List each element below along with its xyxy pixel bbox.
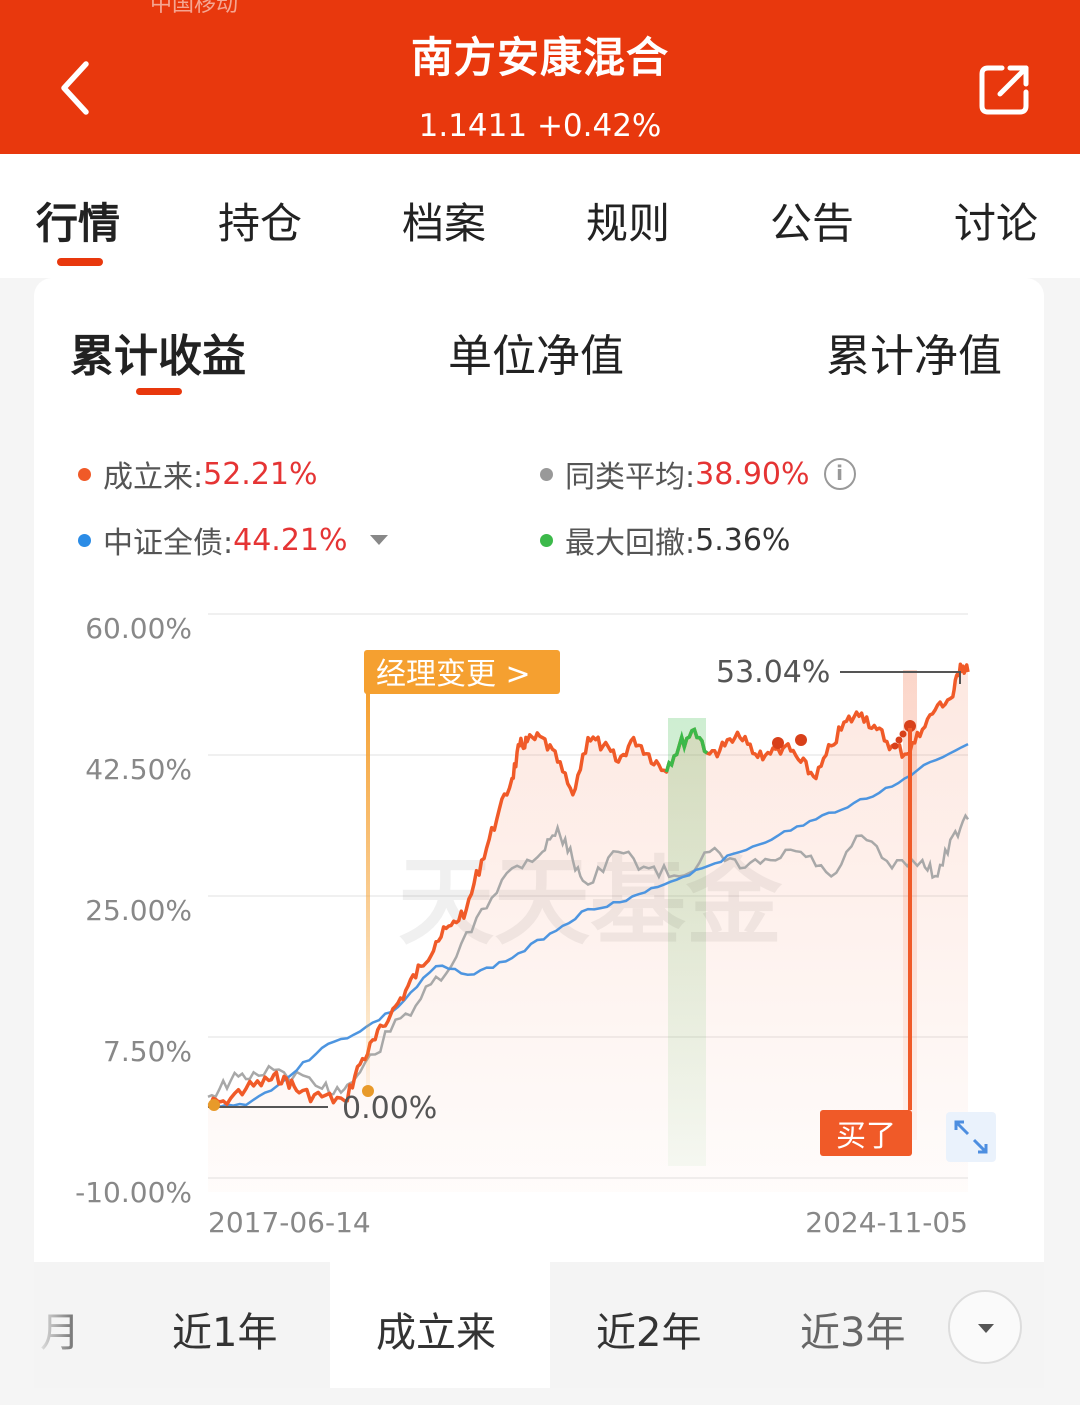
x-label-start: 2017-06-14 (208, 1206, 371, 1239)
legend-dot-icon (78, 467, 91, 481)
trade-marker[interactable] (772, 737, 784, 749)
y-tick-label: 42.50% (85, 753, 192, 786)
legend-value: 5.36% (695, 522, 791, 558)
expand-icon[interactable] (946, 1112, 996, 1162)
trade-marker[interactable] (795, 734, 807, 746)
y-tick-label: 25.00% (85, 894, 192, 927)
bought-label[interactable]: 买了 (836, 1119, 896, 1154)
subtab-active-indicator (136, 388, 182, 395)
fund-area-fill (208, 664, 968, 1192)
legend-since-inception: 成立来: 52.21% (78, 452, 318, 496)
period-fade (34, 1262, 94, 1388)
legend-max-drawdown: 最大回撤: 5.36% (540, 518, 790, 562)
tab-discussion[interactable]: 讨论 (954, 199, 1039, 248)
trade-marker[interactable] (904, 720, 916, 732)
tab-announcements[interactable]: 公告 (770, 199, 855, 248)
start-marker (208, 1099, 220, 1111)
subtab-cumulative-return[interactable]: 累计收益 (70, 331, 246, 382)
tab-active-indicator (57, 258, 103, 266)
return-chart[interactable]: 60.00%42.50%25.00%7.50%-10.00% 天天基金 0.00… (0, 0, 1080, 1262)
zero-label: 0.00% (342, 1091, 437, 1126)
period-since-inception[interactable]: 成立来 (376, 1310, 496, 1356)
bought-tag[interactable] (820, 1110, 912, 1156)
chevron-down-icon[interactable] (948, 1290, 1022, 1364)
subtab-unit-nav[interactable]: 单位净值 (448, 331, 624, 382)
period-1y[interactable]: 近1年 (172, 1310, 278, 1356)
series-line-since-inception (207, 662, 970, 1107)
info-icon[interactable]: i (823, 458, 856, 490)
legend-value: 44.21% (233, 522, 348, 558)
manager-change-marker (362, 1085, 374, 1097)
legend-value: 38.90% (695, 456, 810, 492)
peak-label: 53.04% (716, 655, 830, 690)
manager-change-line (366, 692, 370, 1090)
legend-label: 同类平均: (565, 460, 696, 495)
trade-marker (895, 736, 903, 744)
legend-label: 成立来: (103, 460, 204, 495)
y-tick-label: -10.00% (75, 1176, 192, 1209)
x-label-end: 2024-11-05 (805, 1206, 968, 1239)
series-line-peer-average (207, 813, 970, 1099)
tab-profile[interactable]: 档案 (402, 199, 487, 248)
series-line-max-drawdown (664, 727, 709, 773)
period-3y[interactable]: 近3年 (800, 1310, 906, 1356)
manager-change-label[interactable]: 经理变更 > (376, 657, 531, 692)
share-icon[interactable] (974, 60, 1034, 120)
legend-dot-icon (78, 533, 91, 547)
period-active-bg (330, 1262, 550, 1388)
y-tick-label: 7.50% (103, 1035, 192, 1068)
legend-value: 52.21% (203, 456, 318, 492)
trade-marker (899, 730, 907, 738)
legend-label: 最大回撤: (565, 526, 696, 561)
legend-peer-average: 同类平均: 38.90% i (540, 452, 856, 496)
manager-change-tag[interactable] (364, 650, 560, 694)
legend-csi-bond[interactable]: 中证全债: 44.21% (78, 518, 388, 562)
peak-leader-line (840, 671, 961, 684)
legend-dot-icon (540, 467, 553, 481)
chart-y-ticks: 60.00% 42.50% 25.00% 7.50% -10.00% (75, 612, 192, 1209)
period-2y[interactable]: 近2年 (596, 1310, 702, 1356)
fund-change-value: +0.42% (536, 108, 662, 144)
legend-dot-icon (540, 533, 553, 547)
period-selector: 月 近1年 成立来 近2年 近3年 (34, 1262, 1044, 1388)
tab-rules[interactable]: 规则 (586, 199, 671, 248)
fund-title: 南方安康混合 (410, 33, 669, 82)
back-arrow-icon[interactable] (52, 58, 100, 118)
tab-holdings[interactable]: 持仓 (218, 199, 303, 248)
caret-down-icon[interactable] (369, 535, 388, 545)
y-tick-label: 60.00% (85, 612, 192, 645)
series-line-csi-bond (207, 742, 969, 1109)
trade-marker (891, 742, 899, 750)
app-header: 中国移动 南方安康混合 1.1411 +0.42% (0, 0, 1080, 154)
fund-nav-line: 1.1411 +0.42% (0, 108, 1080, 144)
fund-nav-value: 1.1411 (418, 108, 528, 144)
tab-market[interactable]: 行情 (36, 199, 121, 248)
subtab-cumulative-nav[interactable]: 累计净值 (826, 331, 1002, 382)
main-tabs: 行情 持仓 档案 规则 公告 讨论 (0, 154, 1080, 278)
carrier-label: 中国移动 (150, 0, 239, 17)
legend-label: 中证全债: (103, 526, 234, 561)
